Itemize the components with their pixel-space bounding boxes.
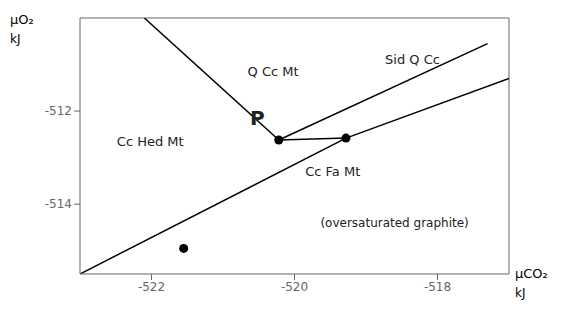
- svg-text:-512: -512: [45, 104, 72, 118]
- svg-text:Sid Q Cc: Sid Q Cc: [385, 52, 440, 67]
- svg-text:P: P: [250, 106, 265, 130]
- svg-text:-518: -518: [424, 280, 451, 294]
- html-text:μCO₂: μCO₂: [515, 266, 548, 281]
- svg-text:-514: -514: [45, 197, 72, 211]
- svg-text:(oversaturated graphite): (oversaturated graphite): [320, 216, 468, 230]
- svg-text:-522: -522: [138, 280, 165, 294]
- html-text:μO₂: μO₂: [10, 12, 34, 27]
- svg-text:Q Cc Mt: Q Cc Mt: [248, 64, 299, 79]
- html-text:kJ: kJ: [515, 286, 526, 300]
- html-text:kJ: kJ: [10, 32, 21, 46]
- svg-text:Cc Hed Mt: Cc Hed Mt: [117, 134, 184, 149]
- svg-text:Cc Fa Mt: Cc Fa Mt: [305, 164, 360, 179]
- svg-text:-520: -520: [281, 280, 308, 294]
